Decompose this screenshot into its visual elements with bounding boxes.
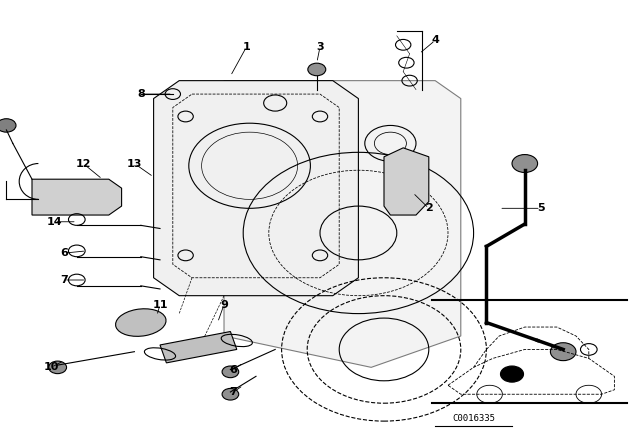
Text: 12: 12 — [76, 159, 91, 168]
Circle shape — [500, 366, 524, 382]
Text: 2: 2 — [425, 203, 433, 213]
Text: 13: 13 — [127, 159, 142, 168]
Circle shape — [308, 63, 326, 76]
Text: 3: 3 — [316, 42, 324, 52]
Polygon shape — [384, 148, 429, 215]
Text: 4: 4 — [431, 35, 439, 45]
Text: 5: 5 — [537, 203, 545, 213]
Polygon shape — [224, 81, 461, 367]
Circle shape — [222, 388, 239, 400]
Text: 1: 1 — [243, 42, 250, 52]
Circle shape — [222, 366, 239, 378]
Text: 9: 9 — [220, 300, 228, 310]
Polygon shape — [160, 332, 237, 363]
Text: 10: 10 — [44, 362, 59, 372]
Text: 6: 6 — [60, 248, 68, 258]
Polygon shape — [32, 179, 122, 215]
Text: 7: 7 — [230, 387, 237, 397]
Text: C0016335: C0016335 — [452, 414, 495, 423]
Circle shape — [49, 361, 67, 374]
Text: 7: 7 — [60, 275, 68, 285]
Text: 14: 14 — [47, 217, 62, 227]
Polygon shape — [154, 81, 358, 296]
Circle shape — [550, 343, 576, 361]
Text: 11: 11 — [152, 300, 168, 310]
Text: 6: 6 — [230, 365, 237, 375]
Ellipse shape — [116, 309, 166, 336]
Text: 8: 8 — [137, 89, 145, 99]
Circle shape — [0, 119, 16, 132]
Circle shape — [512, 155, 538, 172]
